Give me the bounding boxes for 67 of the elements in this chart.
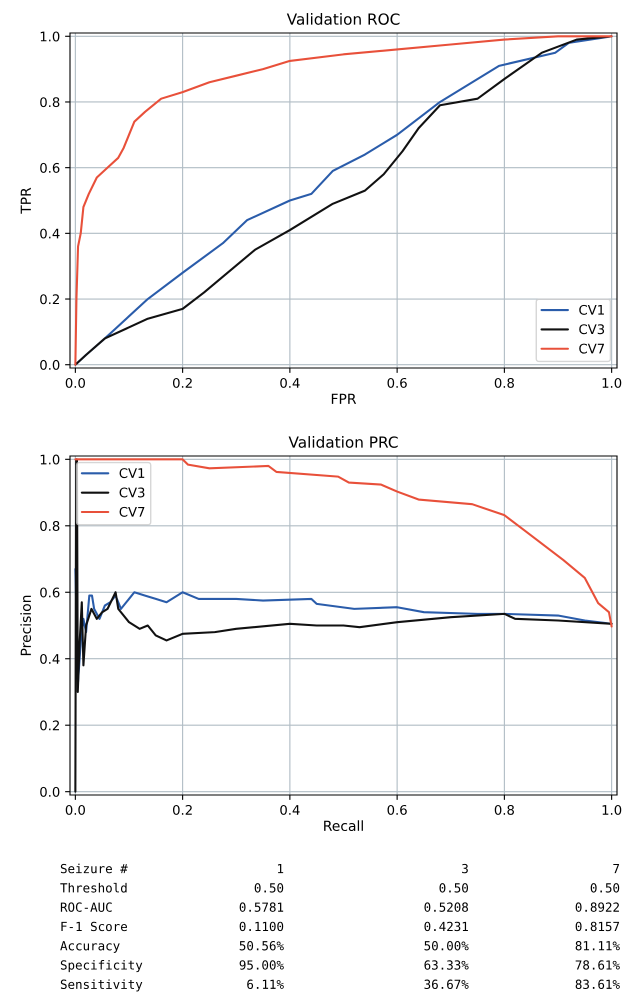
line-series: [74, 35, 613, 366]
text: 78.61%: [576, 960, 620, 970]
x-tick-label: 1.0: [602, 378, 622, 388]
y-tick-label: 1.0: [40, 454, 60, 465]
text: 0.50: [254, 883, 284, 893]
text: 83.61%: [576, 980, 620, 990]
y-tick-label: 0.4: [40, 654, 60, 664]
text: 0.50: [590, 883, 620, 893]
y-tick-label: 0.4: [40, 228, 60, 239]
y-tick-label: 0.0: [40, 360, 60, 370]
y-tick-label: 0.2: [40, 720, 59, 730]
text: 36.67%: [424, 980, 469, 990]
legend-label: CV7: [579, 344, 604, 354]
text: 0.5781: [240, 902, 284, 912]
text: Threshold: [60, 882, 127, 893]
text: 0.8922: [576, 902, 619, 912]
text: 6.11%: [247, 980, 284, 990]
x-tick-label: 0.2: [172, 804, 192, 815]
x-tick-label: 0.4: [280, 804, 300, 815]
text: 63.33%: [424, 960, 469, 970]
text: 50.00%: [424, 940, 469, 950]
y-tick-label: 1.0: [40, 32, 60, 42]
text: ROC-AUC: [60, 902, 112, 912]
chart-title: Validation PRC: [288, 436, 398, 448]
text: 0.1100: [240, 922, 284, 932]
y-tick-label: 0.2: [40, 294, 59, 304]
text: Specificity: [60, 960, 142, 972]
category-label: 3: [462, 864, 468, 874]
y-axis-title: Precision: [20, 596, 32, 656]
text: 0.4231: [424, 922, 468, 932]
x-tick-label: 0.0: [66, 804, 85, 815]
x-axis-title: FPR: [332, 394, 356, 404]
legend-label: CV1: [120, 468, 144, 478]
x-tick-label: 1.0: [602, 804, 622, 815]
y-tick-label: 0.8: [40, 521, 60, 531]
text: 0.8157: [576, 922, 620, 932]
y-tick-label: 0.0: [40, 786, 60, 797]
text: 50.56%: [240, 940, 284, 950]
text: F-1 Score: [61, 922, 127, 932]
x-tick-label: 0.4: [280, 378, 300, 388]
y-axis-title: TPR: [20, 188, 31, 214]
legend-label: CV3: [579, 324, 604, 334]
x-tick-label: 0.8: [494, 804, 514, 815]
text: Accuracy: [60, 941, 120, 953]
text: 0.50: [440, 883, 468, 893]
text: 81.11%: [576, 940, 620, 950]
line-series: [74, 458, 613, 793]
category-label: 7: [613, 864, 620, 874]
category-label: Seizure #: [60, 864, 128, 874]
y-tick-label: 0.6: [40, 162, 60, 173]
legend-label: CV1: [579, 304, 604, 315]
x-tick-label: 0.0: [66, 378, 85, 388]
x-tick-label: 0.2: [172, 378, 192, 388]
text: 95.00%: [240, 960, 284, 970]
x-tick-label: 0.6: [388, 804, 407, 815]
category-label: 1: [278, 864, 284, 874]
legend-label: CV3: [120, 487, 144, 498]
x-tick-label: 0.6: [388, 378, 407, 388]
y-tick-label: 0.6: [40, 587, 60, 598]
legend-label: CV7: [120, 506, 144, 517]
x-axis-title: Recall: [324, 820, 363, 832]
chart-title: Validation ROC: [286, 13, 400, 25]
x-tick-label: 0.8: [494, 378, 514, 388]
line-series: [74, 458, 613, 628]
y-tick-label: 0.8: [40, 97, 60, 108]
text: 0.5208: [424, 902, 468, 912]
text: Sensitivity: [60, 979, 142, 992]
